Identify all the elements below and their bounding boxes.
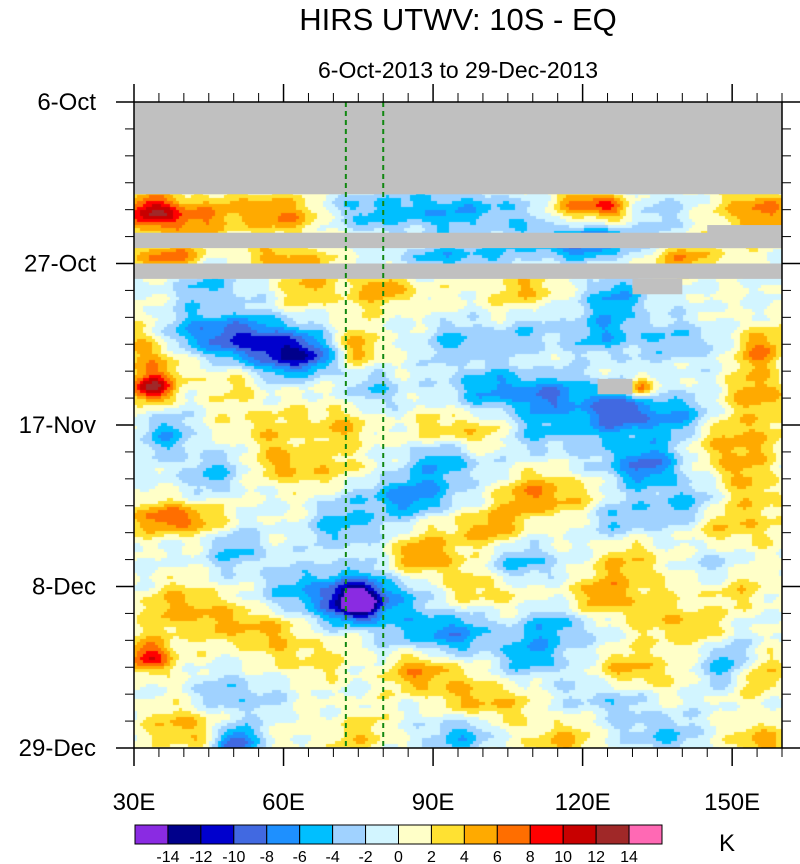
colorbar-tick-label: -12	[189, 849, 212, 864]
colorbar-tick-label: 2	[427, 849, 436, 864]
colorbar-tick-label: -14	[156, 849, 179, 864]
x-tick-label: 60E	[262, 789, 305, 816]
chart-subtitle: 6-Oct-2013 to 29-Dec-2013	[318, 57, 598, 83]
colorbar-tick-label: 10	[554, 849, 572, 864]
missing-data-region	[134, 102, 782, 195]
colorbar-swatch	[233, 824, 268, 845]
colorbar-swatch	[496, 824, 531, 845]
x-tick-label: 150E	[704, 789, 760, 816]
missing-data-region	[134, 232, 782, 249]
colorbar: -14 -12 -10 -8 -6 -4 -2 0 2 4 6 8 10 12 14	[134, 824, 663, 864]
x-axis: 30E 60E 90E 120E 150E	[113, 84, 783, 816]
colorbar-tick-label: -10	[222, 849, 245, 864]
x-tick-label: 120E	[555, 789, 611, 816]
y-tick-label: 29-Dec	[19, 735, 96, 762]
colorbar-swatch	[562, 824, 597, 845]
colorbar-swatch	[628, 824, 663, 845]
missing-data-region	[707, 225, 782, 249]
colorbar-swatch	[167, 824, 202, 845]
colorbar-swatch	[365, 824, 399, 845]
colorbar-swatch	[266, 824, 301, 845]
colorbar-tick-label: -6	[293, 849, 307, 864]
x-tick-label: 30E	[113, 789, 156, 816]
colorbar-swatch	[595, 824, 630, 845]
colorbar-swatch	[332, 824, 367, 845]
colorbar-units-label: K	[719, 830, 735, 857]
colorbar-tick-label: 8	[526, 849, 535, 864]
y-tick-label: 17-Nov	[19, 412, 96, 439]
colorbar-swatch	[463, 824, 498, 845]
colorbar-tick-label: 14	[620, 849, 638, 864]
y-axis: 6-Oct 27-Oct 17-Nov 8-Dec 29-Dec	[19, 89, 800, 762]
colorbar-tick-label: 12	[587, 849, 605, 864]
colorbar-swatch	[398, 824, 432, 845]
colorbar-tick-label: -8	[260, 849, 274, 864]
anomaly-contour-field	[134, 102, 782, 748]
missing-data-layer	[134, 102, 782, 395]
colorbar-tick-label: 6	[493, 849, 502, 864]
colorbar-tick-label: -2	[358, 849, 372, 864]
chart-title: HIRS UTWV: 10S - EQ	[299, 2, 617, 37]
colorbar-tick-label: 0	[394, 849, 403, 864]
colorbar-swatch	[134, 824, 169, 845]
missing-data-region	[632, 278, 683, 295]
colorbar-swatch	[430, 824, 465, 845]
colorbar-swatch	[529, 824, 564, 845]
colorbar-swatch	[299, 824, 334, 845]
colorbar-tick-label: 4	[460, 849, 469, 864]
missing-data-region	[134, 263, 782, 279]
colorbar-swatch	[200, 824, 235, 845]
plot-area	[134, 102, 782, 748]
x-tick-label: 90E	[412, 789, 455, 816]
y-tick-label: 8-Dec	[32, 574, 96, 601]
y-tick-label: 6-Oct	[37, 89, 96, 116]
missing-data-region	[597, 378, 633, 395]
colorbar-tick-label: -4	[326, 849, 340, 864]
y-tick-label: 27-Oct	[24, 251, 96, 278]
